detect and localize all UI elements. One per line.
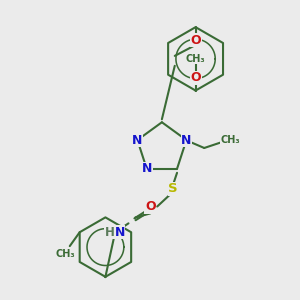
Text: S: S bbox=[168, 182, 178, 195]
Text: N: N bbox=[181, 134, 192, 147]
Text: H: H bbox=[105, 226, 115, 239]
Text: CH₃: CH₃ bbox=[56, 249, 76, 259]
Text: CH₃: CH₃ bbox=[186, 54, 206, 64]
Text: CH₃: CH₃ bbox=[220, 135, 240, 145]
Text: O: O bbox=[145, 200, 156, 213]
Text: N: N bbox=[114, 226, 125, 239]
Text: O: O bbox=[190, 34, 201, 46]
Text: N: N bbox=[132, 134, 142, 147]
Text: O: O bbox=[190, 71, 201, 84]
Text: N: N bbox=[142, 162, 152, 176]
